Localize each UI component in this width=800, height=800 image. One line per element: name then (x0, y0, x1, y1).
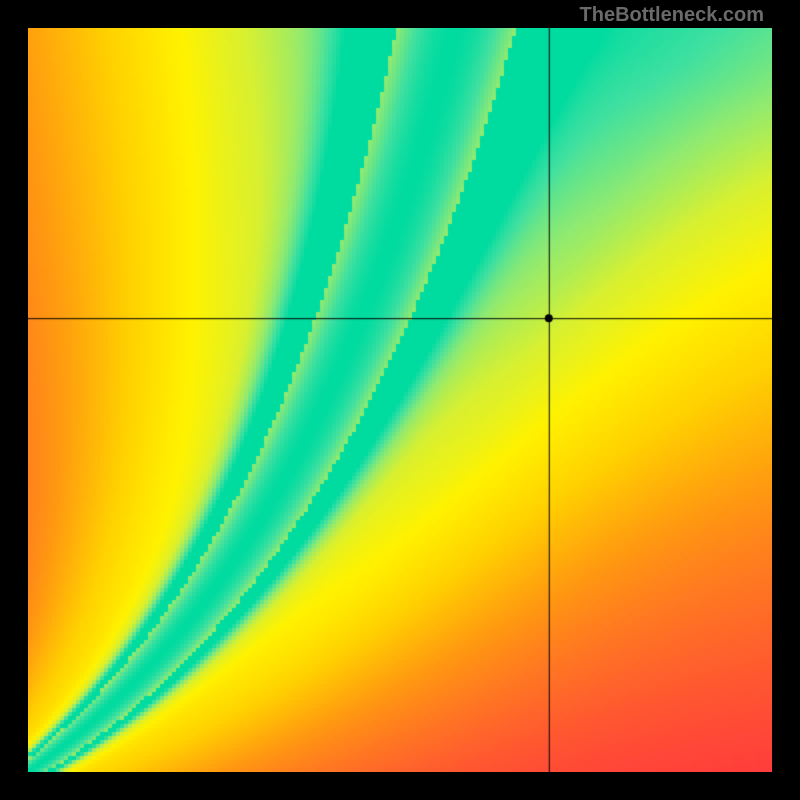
chart-frame: TheBottleneck.com (0, 0, 800, 800)
plot-area (28, 28, 772, 772)
watermark-text: TheBottleneck.com (580, 4, 764, 27)
heatmap-canvas (28, 28, 772, 772)
